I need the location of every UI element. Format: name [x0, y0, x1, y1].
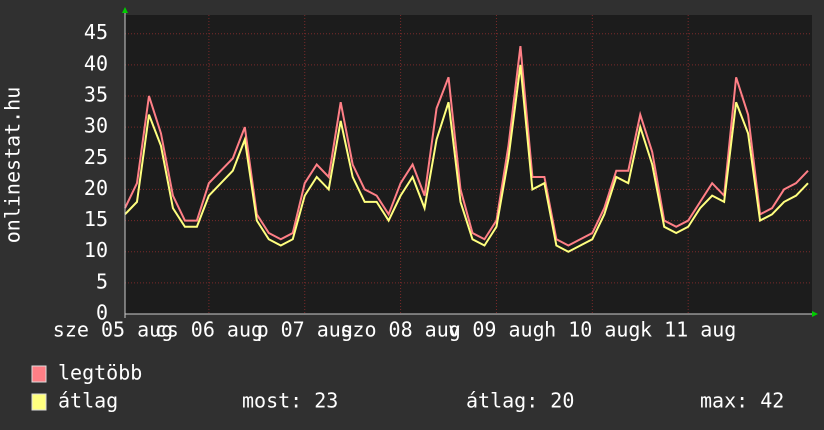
- series-line: [124, 64, 809, 253]
- x-arrow: [812, 311, 818, 317]
- y-tick-label: 15: [84, 207, 108, 231]
- legend-label: átlag: [58, 389, 118, 413]
- y-tick-label: 45: [84, 20, 108, 44]
- y-tick-label: 35: [84, 82, 108, 106]
- y-tick-label: 30: [84, 114, 108, 138]
- y-tick-label: 25: [84, 145, 108, 169]
- x-tick-label: p 07 aug: [257, 318, 353, 342]
- y-axis-label: onlinestat.hu: [1, 87, 25, 244]
- y-tick-label: 10: [84, 238, 108, 262]
- y-tick-label: 40: [84, 51, 108, 75]
- series-line: [124, 46, 809, 247]
- stat-avg: átlag: 20: [466, 389, 574, 413]
- lines: [124, 46, 809, 253]
- x-tick-label: k 11 aug: [640, 318, 736, 342]
- stat-max: max: 42: [700, 389, 784, 413]
- y-tick-label: 5: [96, 269, 108, 293]
- y-arrow: [122, 7, 128, 13]
- legend-swatch: [31, 393, 47, 411]
- y-tick-label: 20: [84, 176, 108, 200]
- y-tick-label: 0: [96, 301, 108, 325]
- stat-now: most: 23: [242, 389, 338, 413]
- x-tick-label: szo 08 aug: [340, 318, 460, 342]
- legend-swatch: [31, 365, 47, 383]
- x-tick-label: cs 06 aug: [155, 318, 263, 342]
- x-tick-label: h 10 aug: [544, 318, 640, 342]
- x-tick-label: sze 05 aug: [53, 318, 173, 342]
- x-tick-label: v 09 aug: [448, 318, 544, 342]
- legend-label: legtöbb: [58, 361, 142, 385]
- legend: legtöbb átlag: [31, 361, 142, 413]
